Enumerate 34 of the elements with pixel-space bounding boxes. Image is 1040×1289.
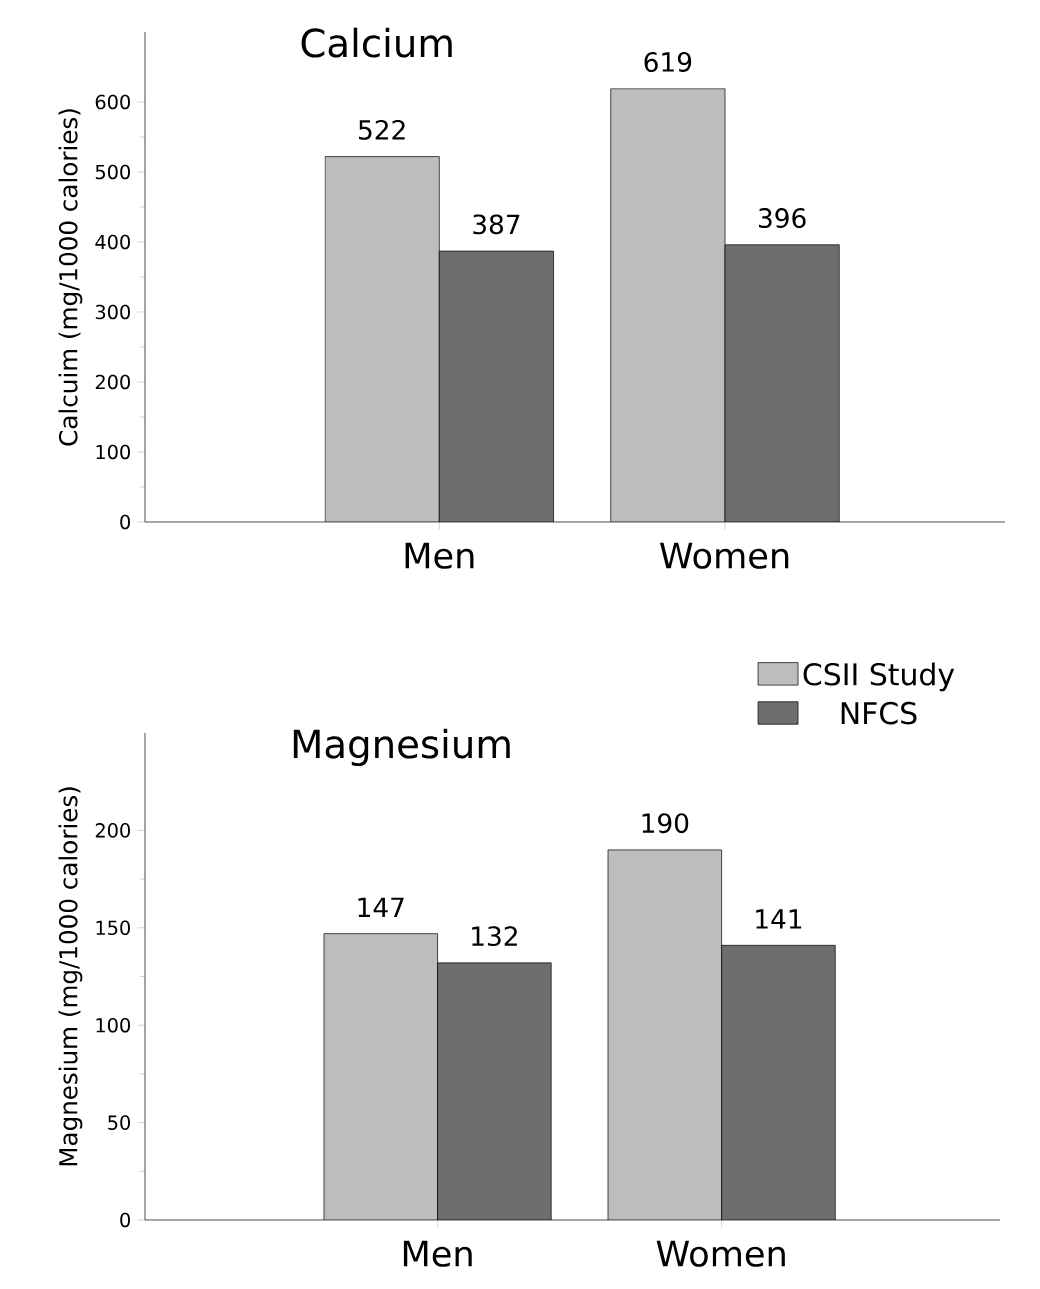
y-axis-title: Calcuim (mg/1000 calories) <box>58 109 83 446</box>
data-label: 147 <box>358 897 404 917</box>
y-tick-label: 0 <box>120 514 130 530</box>
x-tick-label: Men <box>405 542 474 569</box>
x-tick-label: Women <box>656 1240 785 1267</box>
y-tick-label: 500 <box>95 164 130 180</box>
x-tick-label: Women <box>660 542 789 569</box>
y-tick-label: 200 <box>95 823 130 838</box>
y-tick-label: 600 <box>95 94 130 110</box>
data-label: 396 <box>759 208 806 229</box>
data-label: 619 <box>644 52 692 72</box>
data-label: 522 <box>359 119 405 140</box>
y-tick-label: 100 <box>96 1017 130 1033</box>
y-tick-label: 200 <box>95 374 130 390</box>
y-tick-label: 0 <box>120 1212 130 1228</box>
y-tick-label: 100 <box>96 444 130 460</box>
data-label: 387 <box>473 214 520 235</box>
legend-label: NFCS <box>841 701 917 725</box>
y-tick-label: 50 <box>108 1115 130 1130</box>
data-label: 190 <box>642 813 689 834</box>
data-label: 141 <box>756 909 802 929</box>
y-tick-label: 300 <box>95 304 130 320</box>
y-tick-label: 150 <box>96 920 130 936</box>
bar <box>721 944 836 1220</box>
y-tick-label: 400 <box>95 234 130 250</box>
bar <box>724 244 840 522</box>
y-axis-title: Magnesium (mg/1000 calories) <box>58 787 83 1166</box>
chart-title: Magnesium <box>293 728 510 767</box>
bar <box>439 251 554 522</box>
x-tick-label: Men <box>403 1240 472 1267</box>
bar <box>437 962 552 1220</box>
chart-title: Calcium <box>301 27 452 58</box>
legend-label: CSII Study <box>803 662 955 692</box>
data-label: 132 <box>472 926 517 947</box>
